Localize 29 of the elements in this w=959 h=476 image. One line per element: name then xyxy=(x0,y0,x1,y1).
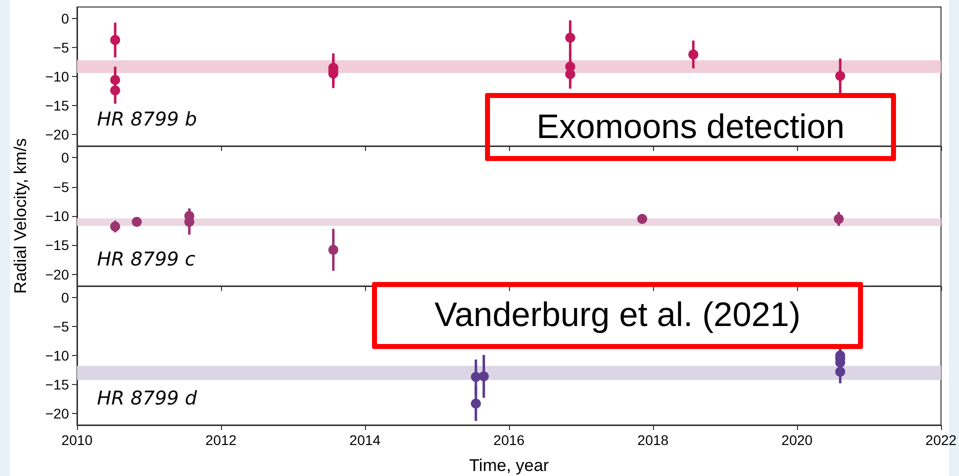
y-tick-label: −15 xyxy=(45,237,70,254)
x-tick-label: 2022 xyxy=(925,432,957,448)
x-tick-label: 2016 xyxy=(493,432,525,448)
x-tick-label: 2012 xyxy=(205,432,237,448)
y-tick-label: −20 xyxy=(45,266,70,282)
x-tick-label: 2010 xyxy=(61,432,93,448)
y-tick-label: −20 xyxy=(45,405,70,422)
annotation: Vanderburg et al. (2021) xyxy=(372,282,863,349)
x-tick-label: 2020 xyxy=(781,432,813,448)
x-tick-label: 2014 xyxy=(349,432,381,448)
y-tick-label: −10 xyxy=(45,68,70,84)
y-tick-label: −15 xyxy=(45,97,70,114)
series-label: HR 8799 c xyxy=(97,248,196,270)
x-axis-title: Time, year xyxy=(469,456,550,475)
y-tick-label: 0 xyxy=(61,10,70,27)
annotation: Exomoons detection xyxy=(485,93,896,161)
x-tick-label: 2018 xyxy=(637,432,669,448)
y-tick-label: 0 xyxy=(61,290,70,306)
y-tick-label: −15 xyxy=(45,376,70,392)
text: HR 8799 d xyxy=(97,388,198,410)
series-label: HR 8799 b xyxy=(97,108,197,130)
y-tick-label: −20 xyxy=(45,126,70,142)
y-tick-label: −5 xyxy=(53,318,70,335)
y-tick-label: −5 xyxy=(53,178,70,195)
y-axis-title: Radial Velocity, km/s xyxy=(11,138,30,294)
y-tick-label: −10 xyxy=(45,208,70,224)
y-tick-label: 0 xyxy=(61,150,70,166)
y-tick-label: −10 xyxy=(45,348,70,364)
y-tick-label: −5 xyxy=(53,40,70,56)
